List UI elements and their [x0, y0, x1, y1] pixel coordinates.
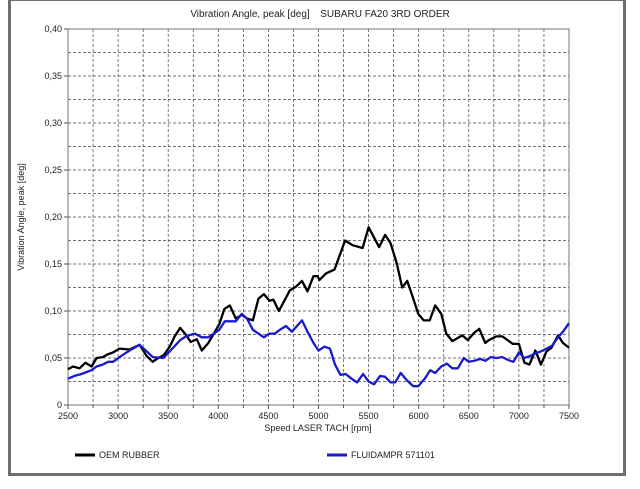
- x-tick-label: 7500: [559, 411, 579, 421]
- x-tick-label: 7000: [509, 411, 529, 421]
- y-tick-label: 0,20: [44, 212, 62, 222]
- y-tick-label: 0,40: [44, 24, 62, 34]
- y-tick-label: 0,25: [44, 165, 62, 175]
- x-tick-label: 5500: [359, 411, 379, 421]
- x-tick-label: 2500: [58, 411, 78, 421]
- x-tick-label: 6000: [409, 411, 429, 421]
- y-tick-label: 0,10: [44, 306, 62, 316]
- x-axis-label: Speed LASER TACH [rpm]: [264, 423, 371, 433]
- chart-frame: [8, 0, 626, 476]
- y-tick-label: 0,15: [44, 259, 62, 269]
- y-axis-label: Vibration Angle, peak [deg]: [16, 163, 26, 270]
- y-tick-label: 0,35: [44, 71, 62, 81]
- x-tick-label: 4000: [208, 411, 228, 421]
- series-line-1: [67, 312, 570, 388]
- chart-title: Vibration Angle, peak [deg]: [190, 9, 310, 20]
- legend-label: OEM RUBBER: [99, 450, 160, 460]
- legend-label: FLUIDAMPR 571101: [351, 450, 435, 460]
- x-tick-label: 4500: [258, 411, 278, 421]
- chart-subtitle: SUBARU FA20 3RD ORDER: [320, 9, 449, 20]
- y-tick-label: 0: [57, 400, 62, 410]
- y-tick-label: 0,05: [44, 353, 62, 363]
- x-tick-label: 3000: [108, 411, 128, 421]
- x-tick-label: 6500: [459, 411, 479, 421]
- x-tick-label: 3500: [158, 411, 178, 421]
- x-tick-label: 5000: [308, 411, 328, 421]
- y-tick-label: 0,30: [44, 118, 62, 128]
